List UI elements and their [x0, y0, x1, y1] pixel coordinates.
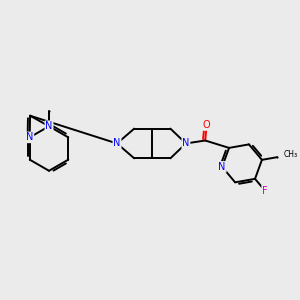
- Text: N: N: [218, 162, 226, 172]
- Text: N: N: [26, 132, 33, 142]
- Text: CH₃: CH₃: [284, 150, 298, 159]
- Text: O: O: [203, 120, 211, 130]
- Text: N: N: [113, 139, 121, 148]
- Text: F: F: [262, 186, 268, 196]
- Text: N: N: [45, 121, 53, 131]
- Text: N: N: [182, 139, 190, 148]
